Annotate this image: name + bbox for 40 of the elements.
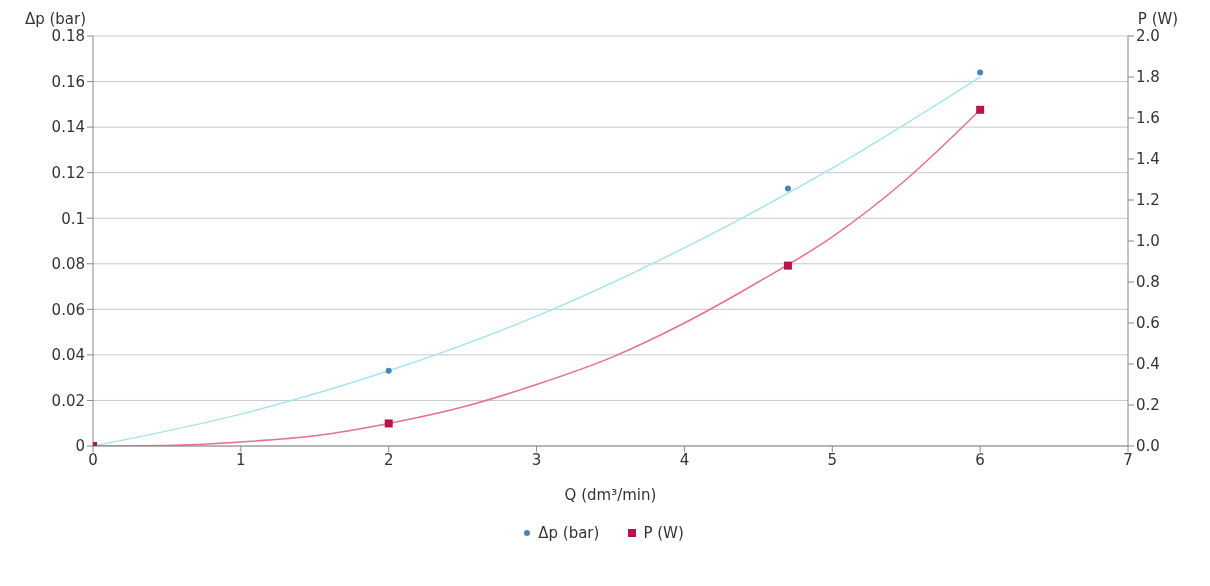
- x-tick-label: 4: [679, 450, 690, 469]
- y2-tick-label: 1.2: [1136, 191, 1160, 210]
- y2-tick-label: 1.8: [1136, 68, 1160, 87]
- y-tick-label: 0.1: [61, 209, 85, 228]
- y-tick-label: 0.08: [51, 255, 85, 274]
- y2-tick-label: 1.4: [1136, 150, 1160, 169]
- x-tick-label: 6: [975, 450, 985, 469]
- y-tick-label: 0.14: [51, 118, 85, 137]
- y2-tick-label: 0.0: [1136, 437, 1160, 456]
- y2-tick-label: 1.6: [1136, 109, 1160, 128]
- x-tick-label: 3: [531, 450, 542, 469]
- y2-tick-label: 1.0: [1136, 232, 1160, 251]
- y-tick-label: 0.06: [51, 300, 85, 319]
- y-tick-label: 0.18: [51, 27, 85, 46]
- legend-label: P (W): [643, 524, 684, 542]
- y-tick-label: 0.12: [51, 163, 85, 182]
- y-axis-title: Δp (bar): [24, 10, 87, 28]
- x-axis-title: Q (dm³/min): [564, 486, 657, 504]
- x-tick-label: 2: [383, 450, 394, 469]
- y2-tick-label: 0.4: [1136, 355, 1160, 374]
- y2-axis-title: P (W): [1137, 10, 1179, 28]
- x-tick-label: 5: [827, 450, 838, 469]
- y2-tick-label: 0.8: [1136, 273, 1160, 292]
- x-tick-label: 1: [236, 450, 246, 469]
- y-tick-label: 0: [75, 437, 85, 456]
- y-tick-label: 0.02: [51, 391, 85, 410]
- point: [385, 367, 392, 374]
- y-tick-label: 0.16: [51, 72, 85, 91]
- legend-label: Δp (bar): [538, 524, 600, 542]
- point: [784, 185, 791, 192]
- y-tick-label: 0.04: [51, 346, 85, 365]
- point: [977, 69, 984, 76]
- point: [783, 261, 792, 270]
- point: [384, 419, 393, 428]
- y2-tick-label: 0.6: [1136, 314, 1160, 333]
- y2-tick-label: 0.2: [1136, 396, 1160, 415]
- x-tick-label: 7: [1123, 450, 1133, 469]
- point: [976, 105, 985, 114]
- x-tick-label: 0: [88, 450, 98, 469]
- y2-tick-label: 2.0: [1136, 27, 1160, 46]
